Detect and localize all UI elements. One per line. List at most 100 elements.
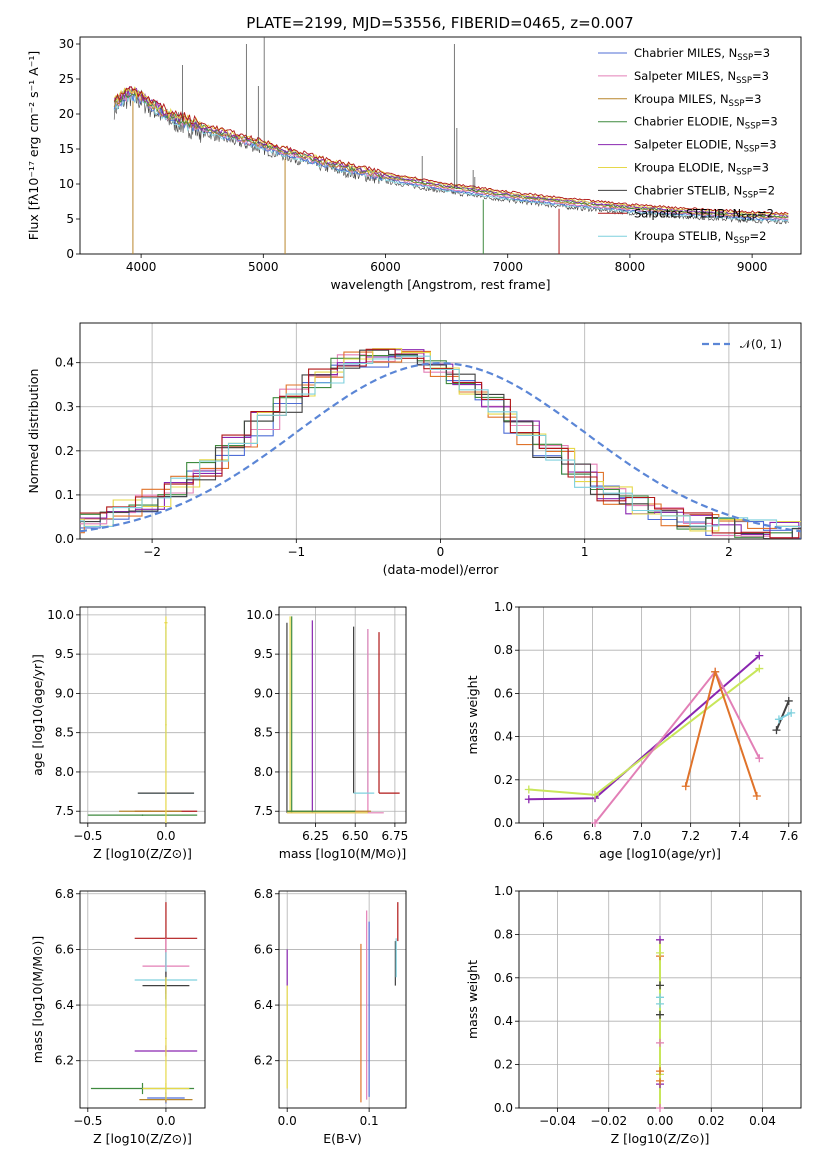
y-tick-label: 9.0 xyxy=(254,686,273,700)
legend-subscript: SSP xyxy=(729,99,745,109)
weight-line xyxy=(775,700,790,731)
y-tick-label: 9.0 xyxy=(55,686,74,700)
legend-suffix: =3 xyxy=(752,69,769,83)
histogram-series xyxy=(80,348,801,539)
y-tick-label: 10.0 xyxy=(47,608,74,622)
spectrum-series-line xyxy=(113,86,789,217)
weight-point xyxy=(656,981,664,990)
weight-point xyxy=(524,785,533,794)
legend-subscript: SSP xyxy=(736,76,752,86)
x-axis-label: (data-model)/error xyxy=(383,562,500,577)
weight-point xyxy=(591,819,600,827)
y-axis-label: Normed distribution xyxy=(26,369,41,494)
x-tick-label: 6.75 xyxy=(382,829,409,843)
weight-line xyxy=(778,711,792,721)
x-tick-label: 2 xyxy=(725,545,733,559)
spectrum-series-line xyxy=(113,90,789,221)
legend-entry: Chabrier STELIB, NSSP=2 xyxy=(634,183,775,200)
histogram-traces xyxy=(80,348,801,539)
y-tick-label: 0.4 xyxy=(494,1014,513,1028)
x-tick-label: −0.5 xyxy=(73,829,102,843)
legend-suffix: =3 xyxy=(753,46,770,60)
x-tick-label: 6.25 xyxy=(302,829,329,843)
legend-subscript: SSP xyxy=(736,168,752,178)
x-tick-label: 9000 xyxy=(737,260,768,274)
y-tick-label: 0.6 xyxy=(494,686,513,700)
axes-frame xyxy=(79,890,206,1109)
y-tick-label: 6.2 xyxy=(254,1054,273,1068)
y-tick-label: 20 xyxy=(59,107,74,121)
legend-entry: Salpeter STELIB, NSSP=2 xyxy=(634,206,774,223)
x-tick-label: 6.8 xyxy=(583,829,602,843)
axes-frame xyxy=(278,890,407,1109)
y-tick-label: 8.0 xyxy=(254,765,273,779)
histogram-series xyxy=(80,348,801,532)
weight-point xyxy=(656,935,664,944)
weight-point xyxy=(787,708,796,717)
y-tick-label: 1.0 xyxy=(494,884,513,898)
x-tick-label: 7.2 xyxy=(681,829,700,843)
legend-suffix: =2 xyxy=(749,229,766,243)
normal-curve xyxy=(80,361,801,533)
y-tick-label: 6.6 xyxy=(254,942,273,956)
weight-point xyxy=(711,667,720,676)
y-tick-label: 0.6 xyxy=(494,971,513,985)
y-tick-label: 7.5 xyxy=(254,804,273,818)
y-axis-label: mass [log10(M/M⊙)] xyxy=(30,936,45,1064)
weight-vs-age-panel: 6.6 6.8 7.0 7.2 7.4 7.6 0.0 0.2 0.4 0.6 0.8 1.0 age … xyxy=(465,600,802,861)
y-tick-label: 0.8 xyxy=(494,643,513,657)
y-tick-label: 6.6 xyxy=(55,942,74,956)
x-axis-label: Z [log10(Z/Z⊙)] xyxy=(93,1131,192,1146)
x-tick-label: 7.6 xyxy=(779,829,798,843)
legend-entry: Chabrier MILES, NSSP=3 xyxy=(634,46,770,63)
x-tick-label: 0 xyxy=(437,545,445,559)
y-tick-label: 6.4 xyxy=(55,998,74,1012)
y-tick-label: 10.0 xyxy=(246,608,273,622)
x-tick-label: 0.04 xyxy=(749,1114,776,1128)
x-tick-label: 0.00 xyxy=(647,1114,674,1128)
weight-point xyxy=(656,1067,664,1076)
errorbars xyxy=(87,616,198,823)
y-tick-label: 0.2 xyxy=(55,444,74,458)
legend-suffix: =2 xyxy=(757,206,774,220)
x-tick-label: 6000 xyxy=(370,260,401,274)
axes-frame xyxy=(518,606,802,824)
age-vs-metallicity-panel: −0.5 0.0 7.5 8.0 8.5 9.0 9.5 10.0 Z [log10(Z/Z⊙)… xyxy=(30,606,206,861)
weight-point xyxy=(524,795,533,804)
weight-vs-metallicity-panel: −0.04 −0.02 0.00 0.02 0.04 0.0 0.2 0.4 0.6 0.8 1.0… xyxy=(465,884,802,1146)
x-tick-label: 0.1 xyxy=(360,1114,379,1128)
x-axis-label: mass [log10(M/M⊙)] xyxy=(279,846,407,861)
weight-point xyxy=(656,1104,664,1112)
y-tick-label: 6.8 xyxy=(254,887,273,901)
errorbars xyxy=(286,902,399,1103)
x-tick-label: 4000 xyxy=(126,260,157,274)
y-axis-label: age [log10(age/yr)] xyxy=(30,654,45,776)
y-tick-label: 6.2 xyxy=(55,1054,74,1068)
legend-suffix: =3 xyxy=(744,92,761,106)
x-tick-label: 7.0 xyxy=(632,829,651,843)
x-tick-label: 0.0 xyxy=(156,1114,175,1128)
x-tick-label: 0.0 xyxy=(278,1114,297,1128)
legend-entry: Salpeter MILES, NSSP=3 xyxy=(634,69,769,86)
y-tick-label: 0.3 xyxy=(55,400,74,414)
weight-point xyxy=(656,1038,664,1047)
age-vs-mass-panel: 6.25 6.50 6.75 7.5 8.0 8.5 9.0 9.5 10.0 mass [log… xyxy=(246,606,409,861)
y-tick-label: 0.8 xyxy=(494,927,513,941)
legend-subscript: SSP xyxy=(737,53,753,63)
y-tick-label: 0.4 xyxy=(55,356,74,370)
legend-subscript: SSP xyxy=(745,122,761,132)
axes-frame xyxy=(278,606,407,824)
axes-frame xyxy=(79,322,802,540)
y-tick-label: 0.0 xyxy=(494,1101,513,1115)
spectrum-series-line xyxy=(113,86,789,215)
y-axis-label: mass weight xyxy=(465,960,480,1039)
residuals-panel: −2 −1 0 1 2 0.0 0.1 0.2 0.3 0.4 (data-model)/error… xyxy=(26,322,802,577)
y-tick-label: 7.5 xyxy=(55,804,74,818)
weight-point xyxy=(784,696,793,705)
y-tick-label: 0.2 xyxy=(494,1058,513,1072)
weight-point xyxy=(681,782,690,791)
weight-point xyxy=(755,651,764,660)
y-tick-label: 0.4 xyxy=(494,730,513,744)
